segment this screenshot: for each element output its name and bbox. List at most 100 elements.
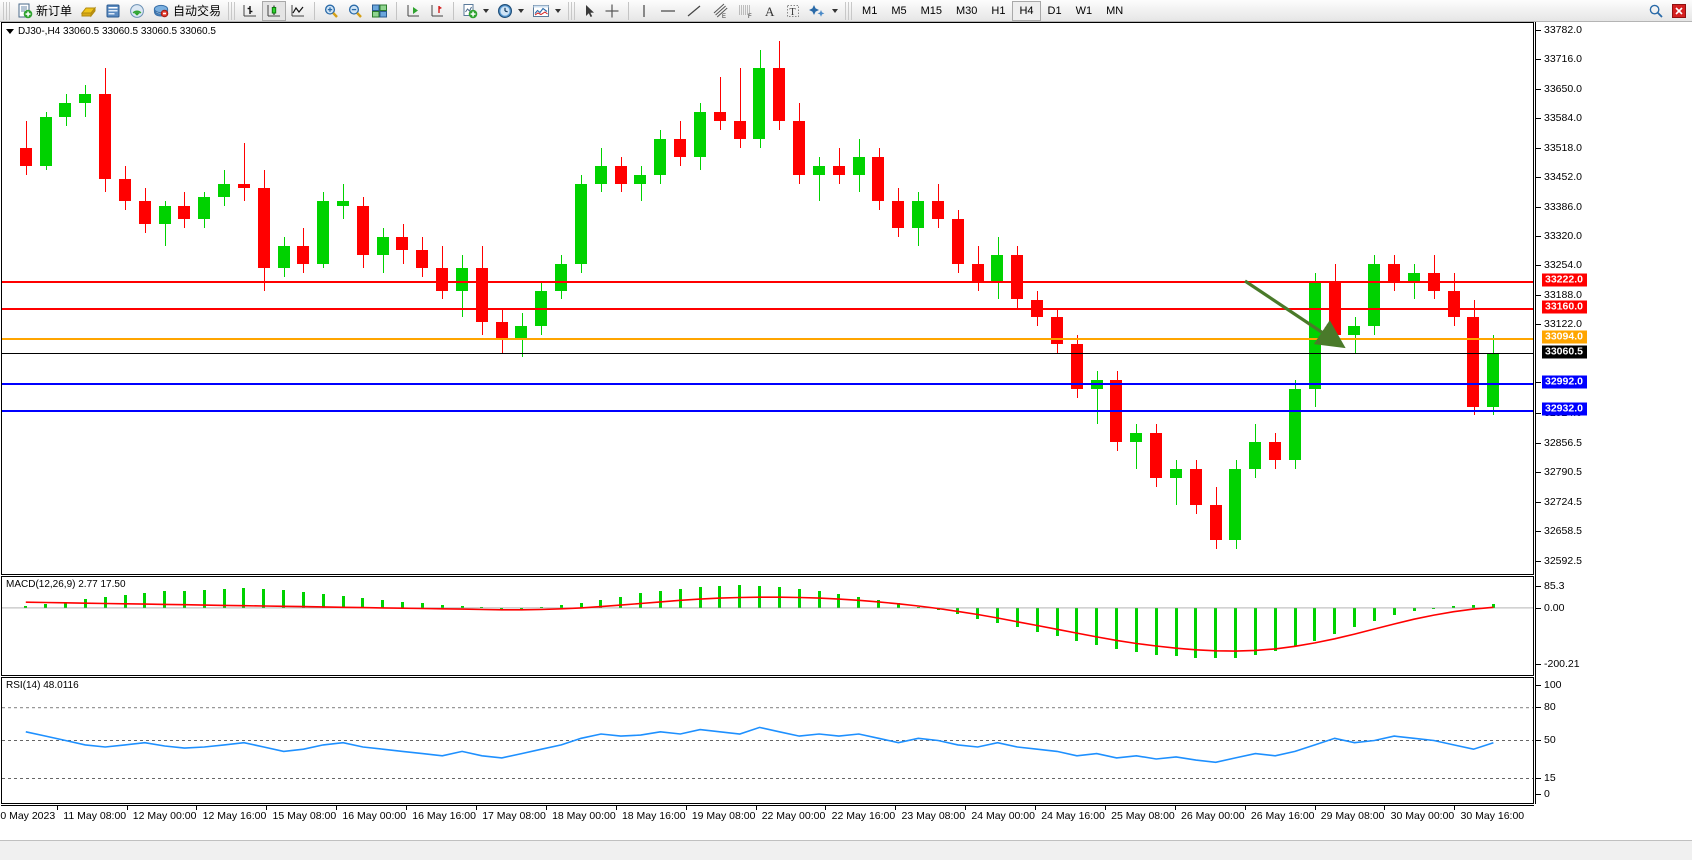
time-tick (1384, 806, 1385, 810)
candle-body (615, 165, 628, 184)
candle-body (1487, 353, 1500, 407)
chart-shift-button[interactable] (425, 1, 449, 21)
chevron-down-icon[interactable] (555, 8, 562, 13)
price-tick-label: 32790.5 (1544, 466, 1582, 478)
macd-histogram-bar (302, 592, 305, 608)
chart-shift-icon (431, 4, 444, 16)
support-line-32992[interactable] (2, 383, 1533, 386)
tile-windows-button[interactable] (367, 1, 392, 21)
vertical-line-icon (643, 4, 645, 17)
market-watch-button[interactable] (76, 1, 101, 21)
candle-body (119, 179, 132, 202)
macd-histogram-bar (322, 594, 325, 608)
candle-body (178, 205, 191, 220)
toolbar-grip[interactable] (3, 1, 10, 20)
candle-body (1467, 317, 1480, 407)
time-tick (127, 806, 128, 810)
candle-body (912, 201, 925, 229)
drawing-tools-grip[interactable] (568, 1, 576, 20)
indicators-button[interactable] (458, 1, 493, 21)
time-tick (406, 806, 407, 810)
timeframe-h4[interactable]: H4 (1012, 0, 1041, 21)
equidistant-channel-button[interactable]: E (707, 1, 733, 21)
timeframe-m30[interactable]: M30 (956, 4, 978, 17)
price-tag-32932[interactable]: 32932.0 (1542, 402, 1587, 416)
terminal-button[interactable]: 自动交易 (149, 1, 225, 21)
timeframe-h1[interactable]: H1 (991, 4, 1006, 17)
close-icon (1672, 3, 1686, 18)
current-price-tag[interactable]: 33060.5 (1542, 345, 1587, 359)
timeframe-m5[interactable]: M5 (891, 4, 907, 17)
candlestick-chart-button[interactable] (262, 0, 287, 21)
text-label-icon: T (787, 4, 800, 18)
chart-type-grip[interactable] (228, 1, 236, 20)
timeframe-mn[interactable]: MN (1106, 4, 1124, 17)
new-order-icon (18, 3, 33, 18)
support-line-32932[interactable] (2, 410, 1533, 413)
price-tick-label: 33122.0 (1544, 318, 1582, 330)
macd-histogram-bar (1432, 607, 1435, 609)
chevron-down-icon[interactable] (518, 8, 525, 13)
cursor-arrow-icon (586, 4, 595, 17)
crosshair-button[interactable] (600, 1, 624, 21)
horizontal-line-button[interactable] (655, 1, 681, 21)
timeframe-w1[interactable]: W1 (1075, 4, 1093, 17)
price-tick (1536, 561, 1541, 562)
macd-scale-label: 0.00 (1544, 602, 1565, 614)
templates-button[interactable] (528, 1, 565, 21)
price-tag-32992[interactable]: 32992.0 (1542, 375, 1587, 389)
data-window-button[interactable] (101, 1, 125, 21)
price-tick-label: 32724.5 (1544, 496, 1582, 508)
time-tick (686, 806, 687, 810)
auto-scroll-button[interactable] (401, 1, 425, 21)
candle-body (59, 103, 72, 117)
cursor-button[interactable] (578, 1, 600, 21)
candle-body (377, 237, 390, 255)
trendline-button[interactable] (681, 1, 707, 21)
zoom-in-button[interactable] (319, 1, 343, 21)
chevron-down-icon[interactable] (832, 8, 839, 13)
time-scale[interactable]: 10 May 2023 11 May 08:00 12 May 00:00 12 Ma… (0, 805, 1534, 825)
divider (396, 1, 398, 20)
zoom-out-button[interactable] (343, 1, 367, 21)
price-tag-33160[interactable]: 33160.0 (1542, 300, 1587, 314)
time-label: 22 May 16:00 (831, 810, 896, 822)
chart-menu-triangle-icon[interactable] (6, 29, 14, 34)
price-pane[interactable]: DJ30-,H4 33060.5 33060.5 33060.5 33060.5 (1, 22, 1534, 575)
timeframe-m15[interactable]: M15 (920, 4, 942, 17)
shapes-button[interactable] (805, 1, 842, 21)
macd-histogram-bar (203, 589, 206, 608)
timeframe-m1[interactable]: M1 (862, 4, 878, 17)
fibonacci-button[interactable]: F (733, 1, 759, 21)
price-tag-33094[interactable]: 33094.0 (1542, 330, 1587, 344)
close-button[interactable] (1668, 1, 1690, 21)
periods-button[interactable] (493, 1, 528, 21)
candle-body (258, 188, 271, 269)
search-button[interactable] (1644, 1, 1668, 21)
new-order-button[interactable]: 新订单 (13, 1, 76, 21)
timeframe-d1[interactable]: D1 (1047, 4, 1062, 17)
rsi-pane[interactable]: RSI(14) 48.0116 (1, 677, 1534, 804)
price-tick-label: 33254.0 (1544, 259, 1582, 271)
chart-area[interactable]: DJ30-,H4 33060.5 33060.5 33060.5 33060.5… (0, 22, 1692, 860)
candlestick-icon (267, 4, 281, 16)
price-scale[interactable]: 33782.0 33716.0 33650.0 33584.0 33518.0 33452… (1535, 22, 1692, 804)
chevron-down-icon[interactable] (483, 8, 490, 13)
price-tick (1536, 413, 1541, 414)
price-tick (1536, 531, 1541, 532)
navigator-button[interactable] (125, 1, 149, 21)
pivot-line-33094[interactable] (2, 337, 1533, 340)
text-label-button[interactable]: T (781, 1, 805, 21)
candle-body (595, 165, 608, 184)
price-tag-33222[interactable]: 33222.0 (1542, 273, 1587, 287)
resistance-line-33160[interactable] (2, 308, 1533, 311)
bar-chart-button[interactable] (238, 1, 262, 21)
timeframes-grip[interactable] (845, 1, 853, 20)
macd-pane[interactable]: MACD(12,26,9) 2.77 17.50 (1, 576, 1534, 676)
line-chart-button[interactable] (286, 1, 310, 21)
resistance-line-33222[interactable] (2, 280, 1533, 283)
vertical-line-button[interactable] (633, 1, 655, 21)
price-tick (1536, 207, 1541, 208)
candle-body (1269, 442, 1282, 461)
text-button[interactable]: A (759, 1, 781, 21)
